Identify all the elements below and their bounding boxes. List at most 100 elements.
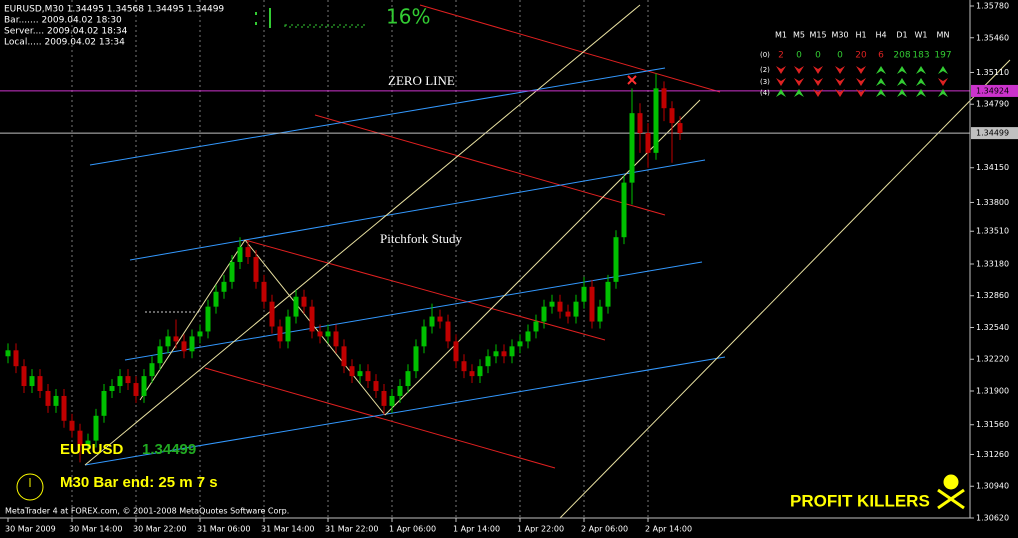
candle-body [429,316,435,327]
progress-dot [255,12,257,15]
x-tick-label: 1 Apr 22:00 [517,525,564,534]
axes: 1.35780 1.35460 1.35110 1.34790 1.34150 1.338… [5,2,1018,534]
candle-body [301,296,307,307]
candle-body [261,281,267,302]
annotation: Pitchfork Study [380,231,462,246]
candle-body [645,133,651,153]
signal-arrow [876,66,886,74]
price: 1.34499 [142,441,196,458]
panel-column: H4 [875,31,886,40]
panel-row-label: (4) [760,89,770,97]
candle-body [5,350,11,357]
signal-arrow [813,66,823,74]
signal-arrow [794,89,804,97]
candle-body [653,88,659,153]
panel-column: H1 [855,31,866,40]
candle-body [605,281,611,307]
candle-body [101,390,107,416]
candle-body [397,386,403,396]
signal-arrow [916,89,926,97]
brand: PROFIT KILLERS [790,491,930,510]
signal-arrow [835,66,845,74]
panel-value: 20 [855,51,867,61]
signal-arrow [856,78,866,86]
signal-arrow [938,89,948,97]
bone [937,488,965,510]
header-line: Local..... 2009.04.02 13:34 [4,38,125,48]
channel-line [84,356,726,466]
candle-body [493,351,499,357]
candle-body [357,371,363,377]
signal-arrow [835,89,845,97]
annotation: ZERO LINE [388,73,455,88]
candle-body [117,376,123,387]
candle-body [229,262,235,282]
candle-body [285,316,291,342]
panel-column: M30 [831,31,848,40]
candle-body [221,281,227,292]
pitchfork-line [244,239,606,341]
channel-line [129,159,706,261]
candle-body [541,306,547,322]
signal-arrow [856,89,866,97]
candle-body [669,108,675,124]
clock-face [16,473,44,501]
candle-body [21,366,27,387]
candle-body [573,301,579,317]
candle-body [189,336,195,352]
signal-arrow [876,89,886,97]
signal-arrow [897,78,907,86]
candle-body [485,356,491,367]
header-line: Bar....... 2009.04.02 18:30 [4,16,122,26]
panel-value: 0 [837,51,843,61]
y-tick-label: 1.33800 [976,198,1009,207]
candle-body [29,376,35,387]
signal-arrow [916,78,926,86]
candle-body [549,301,555,307]
candle-body [149,363,155,377]
candle-body [213,291,219,307]
y-tick-label: 1.35460 [976,33,1009,42]
candle-body [453,341,459,362]
y-tick-label: 1.33180 [976,259,1009,268]
candle-body [277,326,283,342]
fork-line [244,239,386,416]
candle-body [629,113,635,183]
candle-body [469,371,475,377]
panel-value: 0 [796,51,802,61]
candle-body [37,376,43,391]
x-tick-label: 1 Apr 14:00 [453,525,500,534]
candle-body [205,306,211,332]
y-tick-label: 1.31900 [976,386,1009,395]
y-tick-label: 1.30620 [976,514,1009,523]
signal-arrow [916,66,926,74]
progress-dot [255,22,257,25]
signal-arrow [776,89,786,97]
signal-arrow [813,89,823,97]
signal-arrow [938,78,948,86]
candle-body [325,331,331,337]
fork-line [559,59,1011,519]
candle-body [477,366,483,377]
candle-body [333,331,339,347]
candle-body [373,381,379,391]
x-tick-label: 30 Mar 2009 [5,525,56,534]
signal-arrow [897,89,907,97]
candle-body [365,371,371,382]
candle-body [661,88,667,109]
y-tick-label: 1.34790 [976,100,1009,109]
fork-line [84,4,641,466]
signal-arrow [776,66,786,74]
candle-body [341,346,347,367]
signal-arrow [876,78,886,86]
candle-body [533,321,539,332]
candle-body [13,350,19,367]
clock-icon [16,473,44,501]
candle-body [677,123,683,134]
progress-bar [255,8,366,28]
panel-value: 6 [878,51,884,61]
y-tick-label: 1.33510 [976,227,1009,236]
panel-value: 0 [815,51,821,61]
